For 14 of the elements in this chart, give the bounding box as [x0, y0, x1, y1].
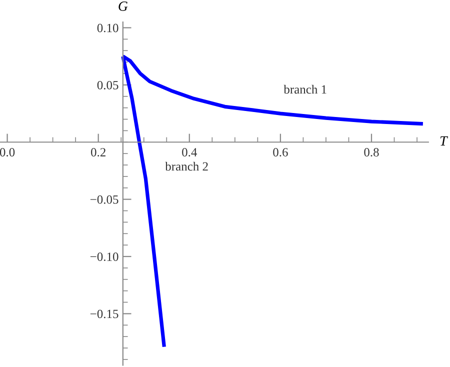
y-tick-label: −0.05 — [90, 195, 118, 204]
x-tick-label: 0.4 — [182, 148, 198, 157]
annotation: branch 2 — [165, 162, 208, 171]
y-tick-label: −0.15 — [90, 310, 118, 318]
x-tick-label: 0.0 — [0, 148, 15, 157]
x-tick-label: 0.2 — [91, 148, 106, 157]
x-tick-label: 0.8 — [364, 148, 379, 157]
x-axis-title: T — [440, 136, 448, 146]
x-tick-label: 0.6 — [273, 148, 288, 157]
y-axis-title: G — [118, 2, 128, 11]
annotation: branch 1 — [284, 84, 326, 94]
y-tick-label: 0.05 — [97, 80, 118, 90]
y-tick-label: 0.10 — [97, 24, 118, 32]
y-tick-label: −0.10 — [90, 252, 118, 262]
